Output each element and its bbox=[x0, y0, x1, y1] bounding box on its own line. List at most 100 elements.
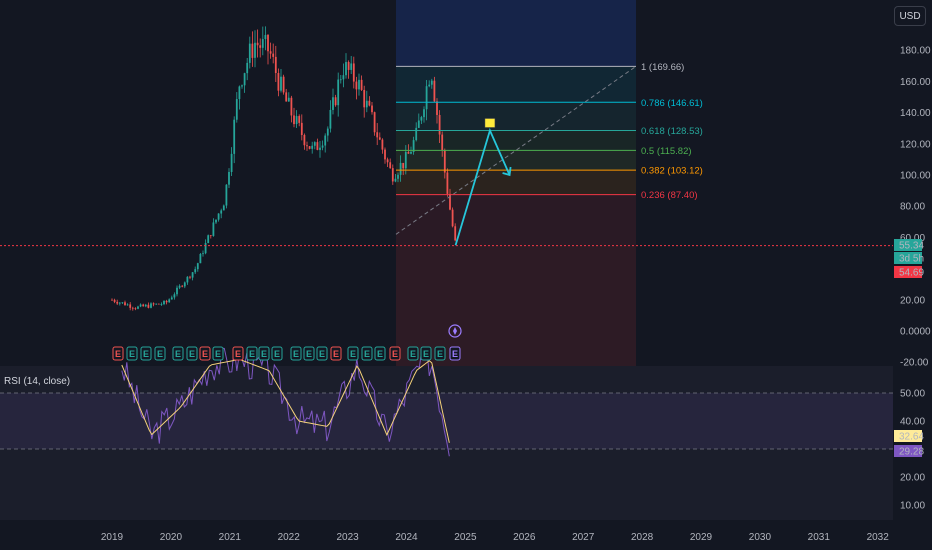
candle-body bbox=[228, 171, 230, 185]
candle-body bbox=[363, 89, 366, 108]
rsi-axis[interactable]: 50.00 40.00 20.00 10.00 bbox=[893, 366, 932, 520]
candle-body bbox=[170, 297, 173, 300]
candle-body bbox=[178, 285, 181, 288]
candle-body bbox=[397, 174, 399, 179]
fib-lines[interactable]: 1 (169.66) 0.786 (146.61) 0.618 (128.53) 0.… bbox=[0, 62, 893, 247]
candle-body bbox=[259, 45, 262, 48]
rsi-badge-label: 29.28 bbox=[899, 447, 924, 458]
earnings-marker-label: E bbox=[157, 349, 163, 359]
candle-body bbox=[163, 300, 165, 305]
candle-body bbox=[365, 100, 368, 108]
rsi-tick-label: 10.00 bbox=[900, 501, 925, 512]
earnings-marker-label: E bbox=[202, 349, 208, 359]
candle-body bbox=[319, 147, 321, 150]
candle-body bbox=[389, 162, 392, 169]
candle-body bbox=[287, 97, 290, 102]
price-tick-label: 160.00 bbox=[900, 77, 931, 88]
fib-zone-0.786 bbox=[396, 102, 636, 131]
candle-body bbox=[285, 92, 288, 102]
candle-body bbox=[191, 272, 194, 278]
candle-body bbox=[433, 80, 436, 102]
fib-label-1: 1 (169.66) bbox=[641, 62, 684, 73]
candle-body bbox=[280, 76, 282, 91]
price-badge-label: 55.34 bbox=[899, 241, 924, 252]
candle-body bbox=[155, 303, 158, 305]
candle-body bbox=[147, 304, 150, 308]
candle-body bbox=[217, 213, 220, 220]
earnings-marker-label: E bbox=[364, 349, 370, 359]
candle-body bbox=[324, 135, 327, 146]
candle-body bbox=[298, 116, 301, 123]
earnings-marker bbox=[290, 346, 302, 361]
candle-body bbox=[186, 276, 189, 283]
candle-body bbox=[267, 34, 269, 52]
earnings-marker bbox=[361, 346, 373, 361]
target-flag-icon bbox=[484, 118, 496, 128]
price-badge bbox=[894, 252, 922, 264]
candle-body bbox=[144, 304, 147, 307]
earnings-marker-label: E bbox=[274, 349, 280, 359]
candle-body bbox=[212, 222, 215, 236]
currency-selector[interactable]: USD bbox=[894, 6, 926, 26]
candle-body bbox=[220, 210, 223, 214]
earnings-marker-label: E bbox=[319, 349, 325, 359]
candle-body bbox=[256, 42, 259, 46]
price-tick-label: 20.00 bbox=[900, 295, 925, 306]
earnings-marker-label: E bbox=[189, 349, 195, 359]
candle-body bbox=[168, 299, 171, 303]
price-tick-label: 60.00 bbox=[900, 233, 925, 244]
rsi-badge bbox=[894, 445, 922, 457]
candle-body bbox=[111, 299, 113, 301]
time-axis[interactable]: 2019 2020 2021 2022 2023 2024 2025 2026 2027 2028… bbox=[0, 522, 932, 550]
candle-body bbox=[222, 205, 225, 211]
fib-label-0.382: 0.382 (103.12) bbox=[641, 166, 703, 177]
candle-body bbox=[358, 79, 360, 90]
candle-body bbox=[264, 34, 267, 40]
candle-body bbox=[183, 282, 186, 287]
price-tick-label: 0.0000 bbox=[900, 327, 931, 338]
candle-body bbox=[134, 308, 137, 310]
projection-arrowhead bbox=[502, 166, 512, 177]
projection-path[interactable] bbox=[454, 118, 512, 246]
candle-body bbox=[399, 162, 402, 175]
time-tick-label: 2027 bbox=[572, 532, 595, 543]
candle-body bbox=[173, 294, 176, 298]
candle-body bbox=[423, 109, 425, 118]
upcoming-earnings-marker bbox=[449, 346, 461, 361]
currency-label: USD bbox=[899, 10, 921, 22]
rsi-tick-label: 40.00 bbox=[900, 417, 925, 428]
price-tick-label: 120.00 bbox=[900, 139, 931, 150]
candle-body bbox=[272, 53, 275, 57]
earnings-marker bbox=[258, 346, 270, 361]
candle-body bbox=[261, 39, 264, 48]
fib-label-0.618: 0.618 (128.53) bbox=[641, 126, 703, 137]
candle-body bbox=[150, 303, 152, 308]
earnings-marker-label: E bbox=[235, 349, 241, 359]
candle-body bbox=[313, 142, 316, 146]
candle-body bbox=[202, 253, 204, 255]
candle-body bbox=[303, 134, 306, 146]
candle-body bbox=[137, 306, 139, 309]
price-axis[interactable]: 180.00 160.00 140.00 120.00 100.00 80.00 60.00… bbox=[893, 0, 932, 369]
rsi-tick-label: 20.00 bbox=[900, 473, 925, 484]
candle-body bbox=[410, 152, 412, 154]
fib-zone-group bbox=[396, 0, 636, 366]
candle-body bbox=[215, 219, 217, 223]
candle-body bbox=[337, 79, 340, 106]
rsi-indicator-label[interactable]: RSI (14, close) bbox=[4, 376, 71, 387]
candle-body bbox=[124, 302, 126, 306]
candle-body bbox=[368, 100, 371, 106]
time-tick-label: 2023 bbox=[336, 532, 359, 543]
rsi-badge-label: 32.64 bbox=[899, 432, 924, 443]
time-tick-label: 2029 bbox=[690, 532, 713, 543]
candle-body bbox=[352, 63, 355, 82]
candle-body bbox=[350, 63, 353, 70]
candle-body bbox=[225, 184, 228, 206]
candle-body bbox=[142, 304, 145, 307]
candle-body bbox=[371, 105, 373, 113]
price-tick-label: -20.00 bbox=[900, 358, 929, 369]
candle-body bbox=[293, 115, 295, 125]
compass-needle-icon bbox=[453, 327, 457, 335]
